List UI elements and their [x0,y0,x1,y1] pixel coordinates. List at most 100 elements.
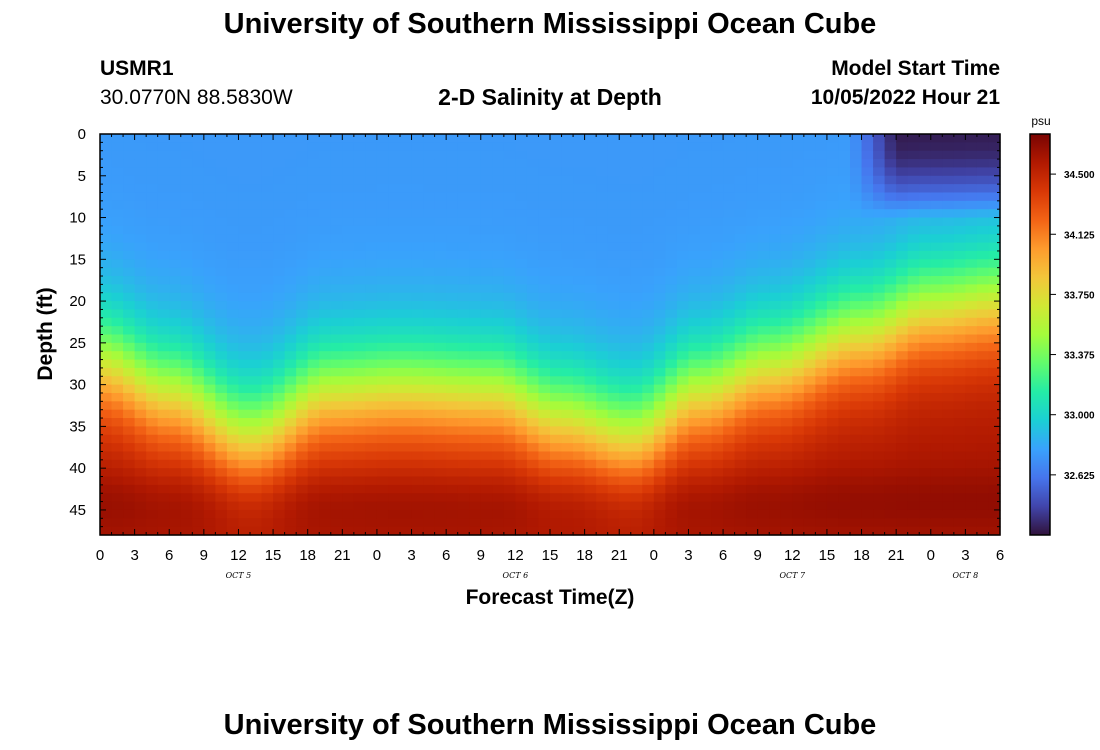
heatmap-cell [665,459,678,469]
heatmap-cell [573,326,586,336]
heatmap-cell [446,175,459,185]
heatmap-cell [619,242,632,252]
heatmap-cell [203,334,216,344]
heatmap-cell [538,484,551,494]
heatmap-cell [584,359,597,369]
heatmap-cell [203,401,216,411]
heatmap-cell [815,443,828,453]
heatmap-cell [353,443,366,453]
heatmap-cell [469,526,482,536]
heatmap-cell [365,192,378,202]
heatmap-cell [873,259,886,269]
heatmap-cell [411,526,424,536]
heatmap-cell [169,209,182,219]
heatmap-cell [457,200,470,210]
heatmap-cell [215,484,228,494]
heatmap-cell [746,317,759,327]
heatmap-cell [192,192,205,202]
heatmap-cell [723,367,736,377]
heatmap-cell [469,409,482,419]
heatmap-cell [619,317,632,327]
heatmap-cell [226,392,240,402]
heatmap-cell [873,367,886,377]
heatmap-cell [988,418,1001,427]
heatmap-cell [526,418,540,427]
heatmap-cell [803,309,816,319]
heatmap-cell [146,426,159,436]
heatmap-cell [780,184,793,194]
heatmap-cell [284,367,297,377]
heatmap-cell [884,418,897,427]
heatmap-cell [446,392,459,402]
heatmap-cell [134,184,147,194]
heatmap-cell [573,376,586,386]
heatmap-cell [803,317,816,327]
heatmap-cell [538,359,551,369]
heatmap-cell [100,267,113,277]
heatmap-cell [203,134,216,143]
heatmap-cell [838,468,851,478]
heatmap-cell [850,142,863,152]
heatmap-cell [700,184,713,194]
heatmap-cell [757,134,770,143]
heatmap-cell [584,309,597,319]
heatmap-cell [988,359,1001,369]
heatmap-cell [376,334,390,344]
heatmap-cell [353,184,366,194]
heatmap-cell [953,242,966,252]
heatmap-cell [850,434,863,444]
heatmap-cell [250,367,263,377]
heatmap-cell [907,292,920,302]
heatmap-cell [261,234,274,244]
heatmap-cell [930,359,943,369]
heatmap-cell [503,484,516,494]
heatmap-cell [157,276,170,285]
heatmap-cell [365,250,378,260]
heatmap-cell [273,250,286,260]
heatmap-cell [492,518,505,528]
heatmap-cell [423,409,436,419]
heatmap-cell [746,250,759,260]
heatmap-cell [965,468,978,478]
heatmap-cell [734,426,747,436]
heatmap-cell [215,409,228,419]
heatmap-cell [480,167,493,177]
heatmap-cell [723,334,736,344]
heatmap-cell [180,342,193,352]
heatmap-cell [930,267,943,277]
heatmap-cell [734,242,747,252]
heatmap-cell [526,493,540,503]
heatmap-cell [180,501,193,511]
heatmap-cell [261,526,274,536]
heatmap-cell [630,150,643,160]
heatmap-cell [503,142,516,152]
heatmap-cell [111,418,124,427]
heatmap-cell [584,334,597,344]
heatmap-cell [319,509,332,519]
heatmap-cell [861,225,874,235]
heatmap-cell [192,217,205,227]
heatmap-cell [619,192,632,202]
heatmap-cell [700,292,713,302]
colorbar-tick-label: 33.000 [1064,411,1095,422]
heatmap-cell [226,434,240,444]
heatmap-cell [330,342,343,352]
heatmap-cell [584,493,597,503]
heatmap-cell [434,376,447,386]
heatmap-cell [215,518,228,528]
heatmap-cell [400,209,413,219]
heatmap-cell [492,259,505,269]
heatmap-cell [723,184,736,194]
heatmap-cell [423,326,436,336]
heatmap-cell [665,267,678,277]
heatmap-cell [665,384,678,394]
heatmap-cell [746,434,759,444]
heatmap-cell [423,392,436,402]
heatmap-cell [365,518,378,528]
heatmap-cell [803,509,816,519]
heatmap-cell [930,242,943,252]
heatmap-cell [769,317,782,327]
heatmap-cell [157,334,170,344]
heatmap-cell [734,342,747,352]
